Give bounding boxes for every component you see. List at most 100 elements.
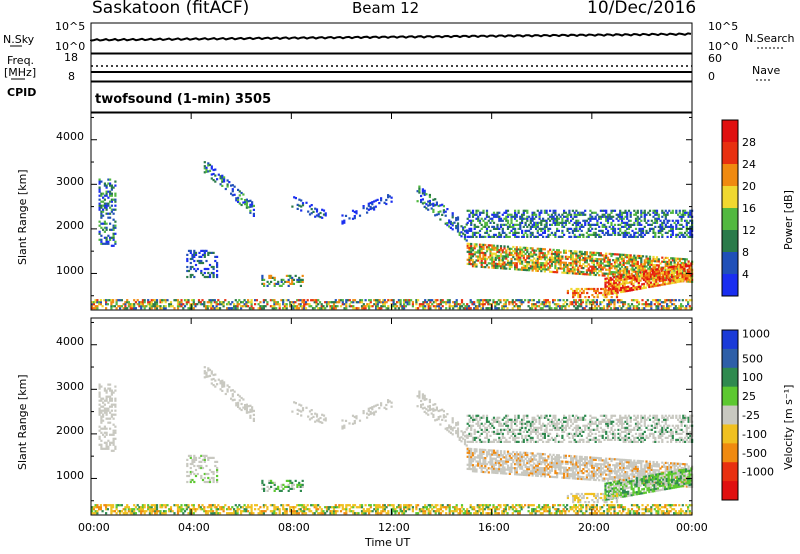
power-cell xyxy=(510,225,513,228)
velocity-cell xyxy=(448,508,451,511)
power-cell xyxy=(682,225,685,228)
power-cell xyxy=(686,271,689,274)
velocity-cell xyxy=(350,510,353,513)
velocity-cell xyxy=(669,510,672,513)
power-cell xyxy=(582,267,585,270)
power-cell xyxy=(587,257,590,260)
velocity-cell xyxy=(497,508,500,511)
velocity-cell xyxy=(471,508,474,511)
power-cell xyxy=(231,307,234,310)
power-cell xyxy=(649,285,653,288)
power-cell xyxy=(488,307,492,310)
power-cell xyxy=(548,307,551,310)
power-cell xyxy=(212,299,215,302)
power-cell xyxy=(421,202,424,205)
power-cell xyxy=(192,303,195,306)
velocity-cell xyxy=(394,508,397,511)
power-cell xyxy=(573,211,576,214)
power-cell xyxy=(200,269,203,273)
power-cell xyxy=(499,259,503,262)
power-cell xyxy=(641,307,644,310)
power-cell xyxy=(578,260,581,263)
power-cell xyxy=(566,213,569,216)
power-cell xyxy=(667,282,670,285)
power-cell xyxy=(658,276,661,279)
velocity-cell xyxy=(180,504,183,507)
power-cell xyxy=(470,253,473,256)
power-cell xyxy=(672,279,675,282)
power-cell xyxy=(640,257,643,260)
power-cell xyxy=(292,278,295,281)
velocity-cell xyxy=(106,504,109,507)
power-cell xyxy=(685,299,688,302)
power-cell xyxy=(626,213,629,216)
power-cell xyxy=(571,303,574,306)
power-cell xyxy=(573,252,576,255)
power-cell xyxy=(660,267,663,270)
power-cell xyxy=(612,229,615,232)
power-cell xyxy=(180,303,183,306)
power-cell xyxy=(575,219,578,222)
power-cell xyxy=(508,249,511,252)
power-cell xyxy=(640,219,643,222)
velocity-cell xyxy=(469,504,472,507)
power-cell xyxy=(105,184,108,187)
power-cell xyxy=(105,190,108,193)
velocity-cell xyxy=(588,506,591,509)
velocity-cell xyxy=(192,506,195,509)
power-cell xyxy=(669,301,672,304)
power-cell xyxy=(482,235,485,238)
power-cell xyxy=(610,254,613,258)
power-cell xyxy=(559,257,562,260)
power-cell xyxy=(533,249,536,252)
power-cell xyxy=(521,217,524,220)
power-cell xyxy=(502,307,506,310)
power-cell xyxy=(319,216,322,219)
power-cell xyxy=(641,277,644,280)
power-cell xyxy=(620,288,623,292)
power-cell xyxy=(640,211,643,214)
power-cell xyxy=(536,255,539,258)
power-cell xyxy=(631,264,634,267)
velocity-cell xyxy=(364,512,367,515)
power-cell xyxy=(688,270,691,273)
velocity-cell xyxy=(513,506,516,509)
power-cell xyxy=(228,181,231,184)
power-cell xyxy=(512,254,515,257)
velocity-cell xyxy=(401,510,404,513)
velocity-cell xyxy=(178,506,181,509)
power-cell xyxy=(629,258,632,261)
power-cell xyxy=(594,217,597,220)
power-cell xyxy=(404,299,407,302)
power-cell xyxy=(648,259,652,262)
velocity-cell xyxy=(382,506,385,509)
power-cell xyxy=(580,223,583,226)
power-cell xyxy=(129,307,132,310)
power-cell xyxy=(684,235,687,238)
velocity-cell xyxy=(92,512,95,515)
power-cell xyxy=(478,221,482,224)
velocity-cell xyxy=(98,437,101,440)
power-cell xyxy=(466,307,469,310)
velocity-cell xyxy=(247,506,250,509)
power-cell xyxy=(636,256,639,259)
power-cell xyxy=(491,254,494,257)
power-cell xyxy=(547,233,550,236)
power-cell xyxy=(468,262,471,266)
power-cell xyxy=(512,225,515,228)
power-cell xyxy=(216,269,219,273)
velocity-cell xyxy=(150,504,153,507)
power-cell xyxy=(308,305,311,308)
power-cell xyxy=(661,209,664,212)
power-cell xyxy=(648,303,651,306)
velocity-cell xyxy=(136,504,139,507)
power-cell xyxy=(655,270,658,273)
velocity-cell xyxy=(429,512,432,515)
velocity-cell xyxy=(644,508,648,511)
power-cell xyxy=(559,259,562,262)
power-cell xyxy=(266,303,269,306)
power-cell xyxy=(453,221,456,224)
velocity-cell xyxy=(327,506,330,509)
power-cell xyxy=(368,305,371,308)
power-cell xyxy=(451,222,454,225)
